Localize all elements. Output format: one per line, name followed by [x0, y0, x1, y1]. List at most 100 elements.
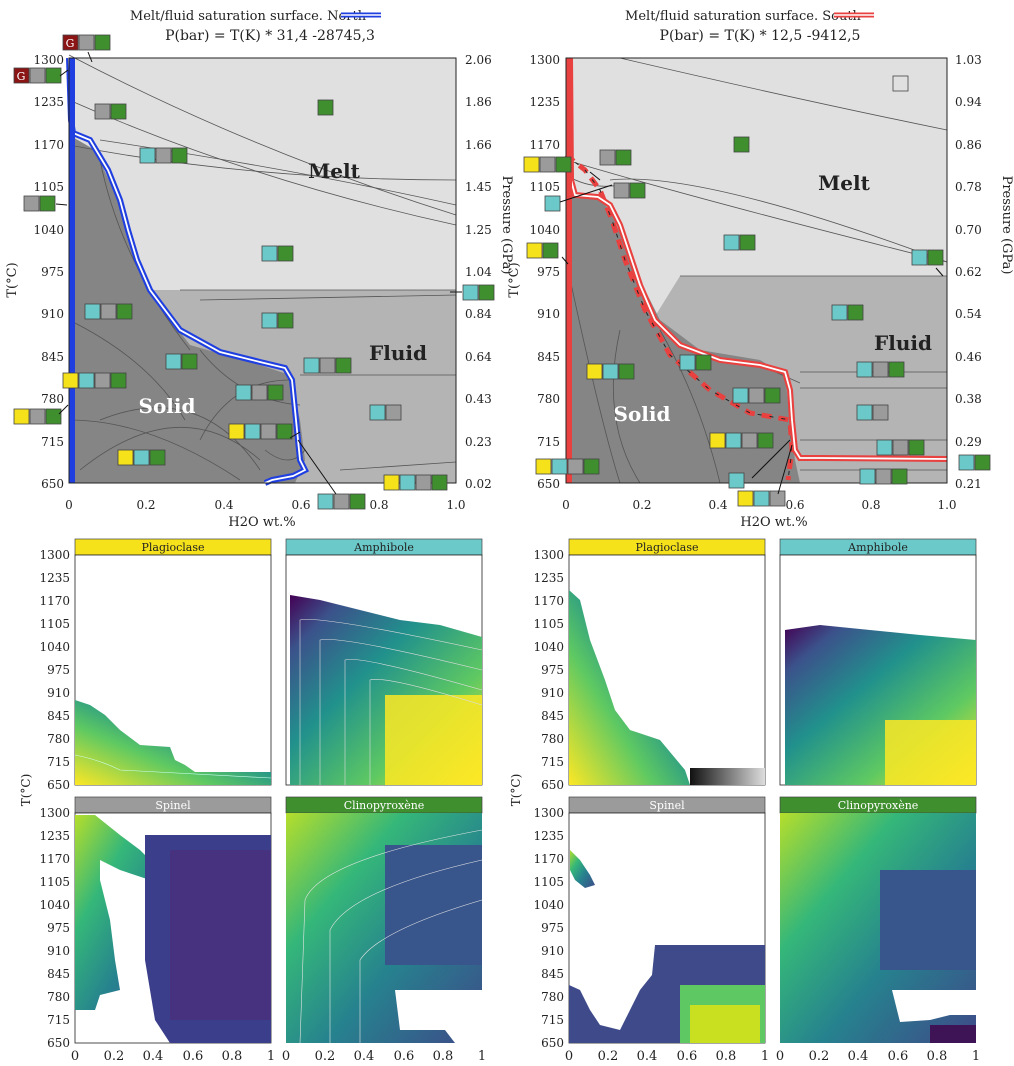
tick-label: 975 — [541, 921, 564, 935]
tick-label: 1105 — [33, 180, 64, 194]
tick-label: 0.2 — [809, 1049, 830, 1064]
tick-label: 780 — [41, 392, 64, 406]
north-assemblage-markers: G G — [13, 34, 495, 510]
tick-label: 910 — [537, 307, 560, 321]
tick-label: 975 — [537, 265, 560, 279]
tick-label: 975 — [47, 663, 70, 677]
south-title: Melt/fluid saturation surface. South — [625, 9, 862, 24]
tick-label: 1 — [478, 1049, 486, 1064]
tick-label: 0.94 — [955, 95, 982, 109]
north-label-melt: Melt — [308, 159, 360, 183]
tick-label: 975 — [541, 663, 564, 677]
tick-label: 1040 — [39, 640, 70, 654]
tick-label: 1300 — [39, 548, 70, 562]
tick-label: 0.8 — [433, 1049, 454, 1064]
south-plagioclase-heatmap — [569, 590, 690, 785]
tick-label: 845 — [537, 350, 560, 364]
tick-label: 0.8 — [861, 498, 880, 512]
tick-label: 845 — [47, 967, 70, 981]
south-label-melt: Melt — [818, 171, 870, 195]
tick-label: 780 — [541, 990, 564, 1004]
tick-label: 0.2 — [315, 1049, 336, 1064]
tick-label: 1.0 — [937, 498, 956, 512]
tick-label: 1300 — [33, 53, 64, 67]
tick-label: 1170 — [33, 138, 64, 152]
tick-label: 1040 — [33, 223, 64, 237]
north-small-xticks: 0 0.2 0.4 0.6 0.8 1 0 0.2 0.4 0.6 0.8 1 — [71, 1049, 486, 1064]
tick-label: 1 — [761, 1049, 769, 1064]
tick-label: 1.25 — [465, 223, 492, 237]
tick-label: 0.64 — [465, 350, 492, 364]
tick-label: 715 — [541, 1013, 564, 1027]
tick-label: 0.4 — [354, 1049, 375, 1064]
south-panel: Melt/fluid saturation surface. South P(b… — [507, 9, 1014, 530]
tick-label: 1235 — [533, 829, 564, 843]
south-solid-field — [566, 195, 800, 483]
tick-label: 0 — [565, 1049, 573, 1064]
tick-label: 715 — [47, 755, 70, 769]
south-y2label: Pressure (GPa) — [999, 176, 1014, 275]
tick-label: 0.43 — [465, 392, 492, 406]
tick-label: 1 — [972, 1049, 980, 1064]
tick-label: 0.4 — [143, 1049, 164, 1064]
tick-label: 0.86 — [955, 138, 982, 152]
north-ylabel: T(°C) — [5, 262, 20, 297]
tick-label: 0.6 — [785, 498, 804, 512]
tick-label: 1.66 — [465, 138, 492, 152]
tick-label: 2.06 — [465, 53, 492, 67]
tick-label: 1 — [267, 1049, 275, 1064]
tick-label: 0.8 — [927, 1049, 948, 1064]
tick-label: 1170 — [39, 852, 70, 866]
tick-label: 650 — [47, 1036, 70, 1050]
tick-label: 1300 — [39, 806, 70, 820]
tick-label: 0.2 — [632, 498, 651, 512]
tick-label: 0.78 — [955, 180, 982, 194]
tick-label: 0 — [65, 498, 73, 512]
tick-label: 910 — [541, 686, 564, 700]
north-small-ylabel: T(°C) — [19, 774, 33, 807]
tick-label: 1235 — [39, 829, 70, 843]
tick-label: 0.2 — [104, 1049, 125, 1064]
north-small-panels: T(°C) Plagioclase Amphibole Spinel Clino… — [19, 538, 486, 1064]
tick-label: 1.0 — [446, 498, 465, 512]
north-spinel-title: Spinel — [155, 799, 191, 812]
tick-label: 1105 — [533, 875, 564, 889]
south-left-bar — [566, 58, 572, 483]
south-yticks: 1300 1235 1170 1105 1040 975 910 845 780… — [529, 53, 560, 491]
tick-label: 0.70 — [955, 223, 982, 237]
north-y2ticks: 2.06 1.86 1.66 1.45 1.25 1.04 0.84 0.64 … — [465, 53, 492, 491]
north-pointer-arrows — [55, 51, 462, 495]
tick-label: 975 — [47, 921, 70, 935]
tick-label: 650 — [47, 778, 70, 792]
tick-label: 910 — [41, 307, 64, 321]
tick-label: 845 — [541, 967, 564, 981]
tick-label: 1105 — [529, 180, 560, 194]
tick-label: 0.38 — [955, 392, 982, 406]
tick-label: 0.2 — [136, 498, 155, 512]
tick-label: 1040 — [533, 898, 564, 912]
tick-label: 0.8 — [222, 1049, 243, 1064]
south-amphibole-title: Amphibole — [847, 541, 908, 554]
tick-label: 0.4 — [637, 1049, 658, 1064]
south-y2ticks: 1.03 0.94 0.86 0.78 0.70 0.62 0.54 0.46 … — [955, 53, 982, 491]
tick-label: 780 — [541, 732, 564, 746]
south-xticks: 0 0.2 0.4 0.6 0.8 1.0 — [562, 498, 956, 512]
south-subtitle: P(bar) = T(K) * 12,5 -9412,5 — [660, 28, 861, 44]
north-xlabel: H2O wt.% — [228, 515, 295, 530]
north-y2label: Pressure (GPa) — [499, 176, 514, 275]
south-small-xticks: 0 0.2 0.4 0.6 0.8 1 0 0.2 0.4 0.6 0.8 1 — [565, 1049, 980, 1064]
north-clinopyroxene-title: Clinopyroxène — [344, 799, 425, 812]
tick-label: 0 — [282, 1049, 290, 1064]
tick-label: 0.21 — [955, 477, 982, 491]
north-yticks: 1300 1235 1170 1105 1040 975 910 845 780… — [33, 53, 64, 491]
tick-label: 1105 — [39, 617, 70, 631]
south-spinel-heatmap — [570, 850, 595, 888]
tick-label: 910 — [541, 944, 564, 958]
tick-label: 1.45 — [465, 180, 492, 194]
north-panel: Melt/fluid saturation surface. North P(b… — [5, 9, 514, 530]
tick-label: 0.84 — [465, 307, 492, 321]
tick-label: 0.4 — [708, 498, 727, 512]
